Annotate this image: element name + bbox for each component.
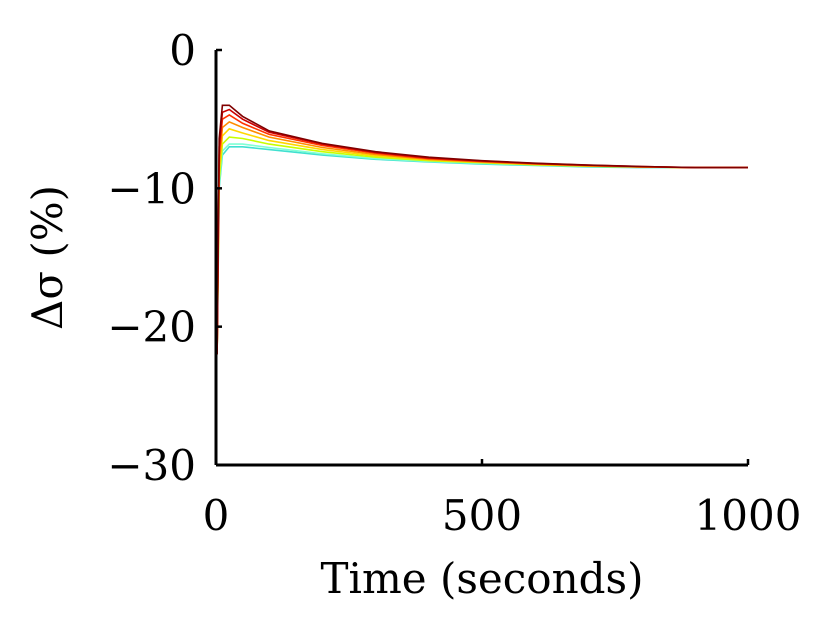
axes	[214, 50, 748, 467]
series-line-2	[215, 49, 748, 355]
x-ticks: 0 500 1000	[203, 459, 802, 540]
series-line-7	[215, 49, 748, 355]
series-line-5	[215, 49, 748, 355]
series-line-8	[215, 49, 748, 355]
x-axis-title: Time (seconds)	[321, 554, 644, 603]
series-line-4	[215, 49, 748, 355]
y-axis-title: Δσ (%)	[23, 185, 72, 330]
y-tick-label: −10	[107, 164, 196, 213]
series-line-3	[215, 49, 748, 355]
y-tick-label: 0	[169, 26, 196, 75]
y-tick-label: −20	[107, 303, 196, 352]
series-line-6	[215, 49, 748, 355]
x-tick-label: 500	[442, 491, 522, 540]
series-line-1	[215, 49, 748, 355]
plot-area	[215, 49, 748, 355]
x-tick-label: 0	[203, 491, 230, 540]
x-tick-label: 1000	[695, 491, 802, 540]
y-ticks: 0 −10 −20 −30	[107, 26, 222, 490]
y-tick-label: −30	[107, 441, 196, 490]
